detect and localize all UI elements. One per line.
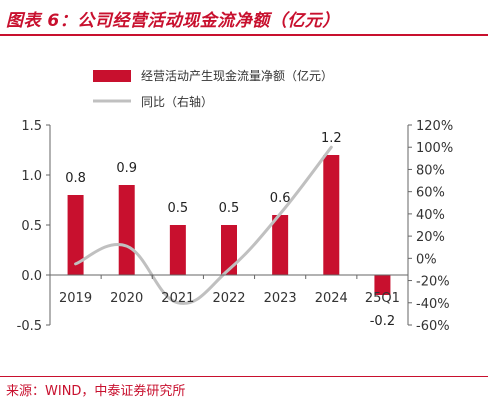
data-label-2024: 1.2 (321, 131, 342, 146)
left-tick-label: 0.0 (21, 269, 42, 284)
line-series (74, 145, 333, 305)
source-rule (0, 376, 488, 377)
right-tick-label: 60% (416, 186, 445, 201)
left-tick-label: -0.5 (17, 319, 42, 334)
legend-label-bar: 经营活动产生现金流量净额（亿元） (141, 68, 333, 83)
right-tick-label: 100% (416, 141, 453, 156)
left-tick-label: 1.0 (21, 169, 42, 184)
title-rule (0, 34, 488, 36)
yoy-line (74, 145, 333, 305)
bar-25Q1 (374, 275, 391, 295)
legend-swatch-bar (93, 70, 131, 82)
x-tick-label: 2024 (315, 291, 348, 306)
right-tick-label: 40% (416, 208, 445, 223)
right-tick-label: 20% (416, 230, 445, 245)
bar-2022 (221, 225, 237, 275)
right-tick-label: 0% (416, 252, 437, 267)
source-note: 来源：WIND，中泰证券研究所 (6, 384, 186, 399)
bar-2019 (67, 195, 84, 275)
legend-label-line: 同比（右轴） (141, 94, 213, 109)
left-tick-label: 0.5 (21, 219, 42, 234)
left-tick-label: 1.5 (21, 119, 42, 134)
data-label-2023: 0.6 (270, 191, 291, 206)
x-tick-label: 2020 (110, 291, 143, 306)
right-tick-label: -40% (416, 297, 450, 312)
x-tick-label: 25Q1 (365, 291, 400, 306)
data-label-2021: 0.5 (168, 201, 189, 216)
x-tick-label: 2021 (161, 291, 194, 306)
bar-2024 (323, 155, 340, 275)
bar-2021 (169, 225, 186, 275)
right-tick-label: 120% (416, 119, 453, 134)
legend: 经营活动产生现金流量净额（亿元） 同比（右轴） (93, 68, 333, 109)
axes: -0.5 0.0 0.5 1.0 1.5 -60% -40% -20% 0% 20% 40% 60% 8… (17, 119, 454, 334)
bar-2023 (272, 215, 289, 275)
right-tick-label: 80% (416, 163, 445, 178)
x-tick-label: 2023 (264, 291, 297, 306)
right-tick-label: -60% (416, 319, 450, 334)
bar-series: 0.8 0.9 0.5 0.5 0.6 1.2 -0.2 (65, 131, 395, 329)
data-label-2022: 0.5 (219, 201, 240, 216)
x-tick-label: 2019 (59, 291, 92, 306)
data-label-2020: 0.9 (116, 161, 137, 176)
bar-2020 (118, 185, 135, 275)
data-label-2019: 0.8 (65, 171, 86, 186)
x-tick-label: 2022 (212, 291, 245, 306)
figure-title: 图表 6：公司经营活动现金流净额（亿元） (6, 11, 340, 31)
right-tick-label: -20% (416, 275, 450, 290)
data-label-25Q1: -0.2 (370, 314, 395, 329)
